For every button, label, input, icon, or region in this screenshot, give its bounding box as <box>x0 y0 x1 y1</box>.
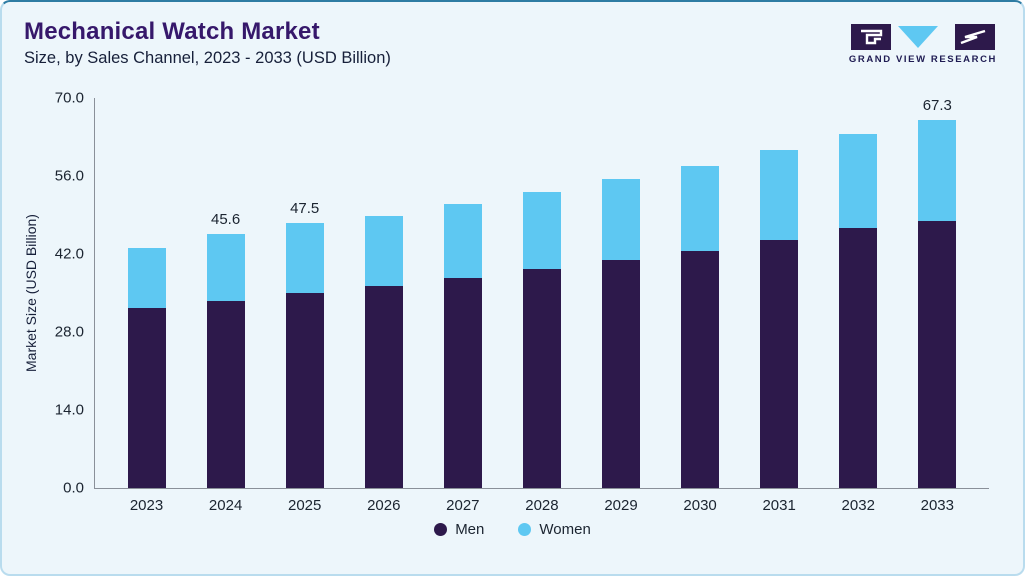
bar-segment-women <box>127 248 166 309</box>
bar-segment-men <box>602 259 640 488</box>
y-tick-label: 70.0 <box>54 89 84 107</box>
x-axis-label: 2030 <box>683 497 717 514</box>
plot-area: 2023 45.6 2024 47.5 2025 2026 2027 2028 2029 2030… <box>94 97 989 514</box>
y-axis: 0.0 14.0 28.0 42.0 56.0 70.0 <box>42 90 94 497</box>
brand-logo-icon <box>850 24 995 50</box>
bar-segment-women <box>681 166 720 251</box>
y-axis-title: Market Size (USD Billion) <box>23 214 39 372</box>
x-axis-label: 2024 <box>208 497 243 514</box>
x-axis-label: 2032 <box>841 497 875 514</box>
bar-segment-men <box>918 221 957 488</box>
stacked-bar-chart: Market Size (USD Billion) 0.0 14.0 28.0 42.… <box>20 90 989 514</box>
y-tick-label: 28.0 <box>54 323 84 341</box>
legend-label: Women <box>539 521 591 538</box>
bar-segment-men <box>206 301 245 488</box>
bar-value-label: 45.6 <box>211 210 241 228</box>
bar-group-2028: 2028 <box>522 98 561 514</box>
title-block: Mechanical Watch Market Size, by Sales C… <box>24 18 391 68</box>
x-axis-label: 2026 <box>367 497 401 514</box>
bar-group-2024: 45.6 2024 <box>206 98 245 514</box>
x-axis-label: 2027 <box>446 497 480 514</box>
bar-segment-women <box>839 134 878 229</box>
x-axis-label: 2029 <box>604 497 638 514</box>
bar-group-2030: 2030 <box>681 98 720 514</box>
bar-segment-men <box>522 269 561 488</box>
x-axis-label: 2023 <box>129 497 164 514</box>
bar-group-2033: 67.3 2033 <box>918 97 957 514</box>
bar-group-2029: 2029 <box>602 98 640 514</box>
legend-swatch <box>434 523 448 536</box>
y-tick-label: 0.0 <box>63 479 84 497</box>
bar-segment-women <box>285 223 324 293</box>
legend-item-women: Women <box>518 521 591 538</box>
bar-group-2025: 47.5 2025 <box>285 98 324 514</box>
x-axis-label: 2031 <box>762 497 796 514</box>
bar-segment-women <box>522 191 561 270</box>
legend-item-men: Men <box>434 521 484 538</box>
bar-segment-men <box>760 240 799 488</box>
bar-segment-men <box>364 285 403 488</box>
x-axis-label: 2025 <box>288 497 322 514</box>
bar-group-2026: 2026 <box>364 98 403 514</box>
page-title: Mechanical Watch Market <box>24 18 320 45</box>
bar-segment-men <box>285 293 324 488</box>
legend-label: Men <box>455 521 485 538</box>
y-tick-label: 14.0 <box>54 401 84 419</box>
y-tick-label: 42.0 <box>54 245 84 263</box>
bar-segment-women <box>918 120 957 222</box>
brand-logo-text: GRAND VIEW RESEARCH <box>848 54 997 65</box>
bar-segment-men <box>127 308 166 488</box>
x-axis-label: 2033 <box>920 497 954 514</box>
bar-segment-men <box>839 228 878 488</box>
page-subtitle: Size, by Sales Channel, 2023 - 2033 (USD… <box>24 49 391 67</box>
bar-value-label: 47.5 <box>290 200 320 218</box>
bar-group-2032: 2032 <box>839 98 878 514</box>
header: Mechanical Watch Market Size, by Sales C… <box>2 2 1023 68</box>
bar-segment-women <box>364 215 403 286</box>
y-tick-label: 56.0 <box>54 167 84 185</box>
legend: Men Women <box>2 521 1023 538</box>
bar-segment-women <box>602 179 640 260</box>
bar-segment-women <box>443 203 482 278</box>
bar-segment-men <box>443 277 482 488</box>
bar-group-2031: 2031 <box>760 98 799 514</box>
bar-value-label: 67.3 <box>922 97 952 114</box>
legend-swatch <box>518 523 532 536</box>
x-axis-label: 2028 <box>525 497 559 514</box>
bar-group-2023: 2023 <box>127 98 166 514</box>
bar-group-2027: 2027 <box>443 98 482 514</box>
bar-segment-women <box>760 150 799 241</box>
bar-segment-men <box>681 250 720 488</box>
brand-logo: GRAND VIEW RESEARCH <box>849 24 997 65</box>
bar-segment-women <box>206 233 245 302</box>
